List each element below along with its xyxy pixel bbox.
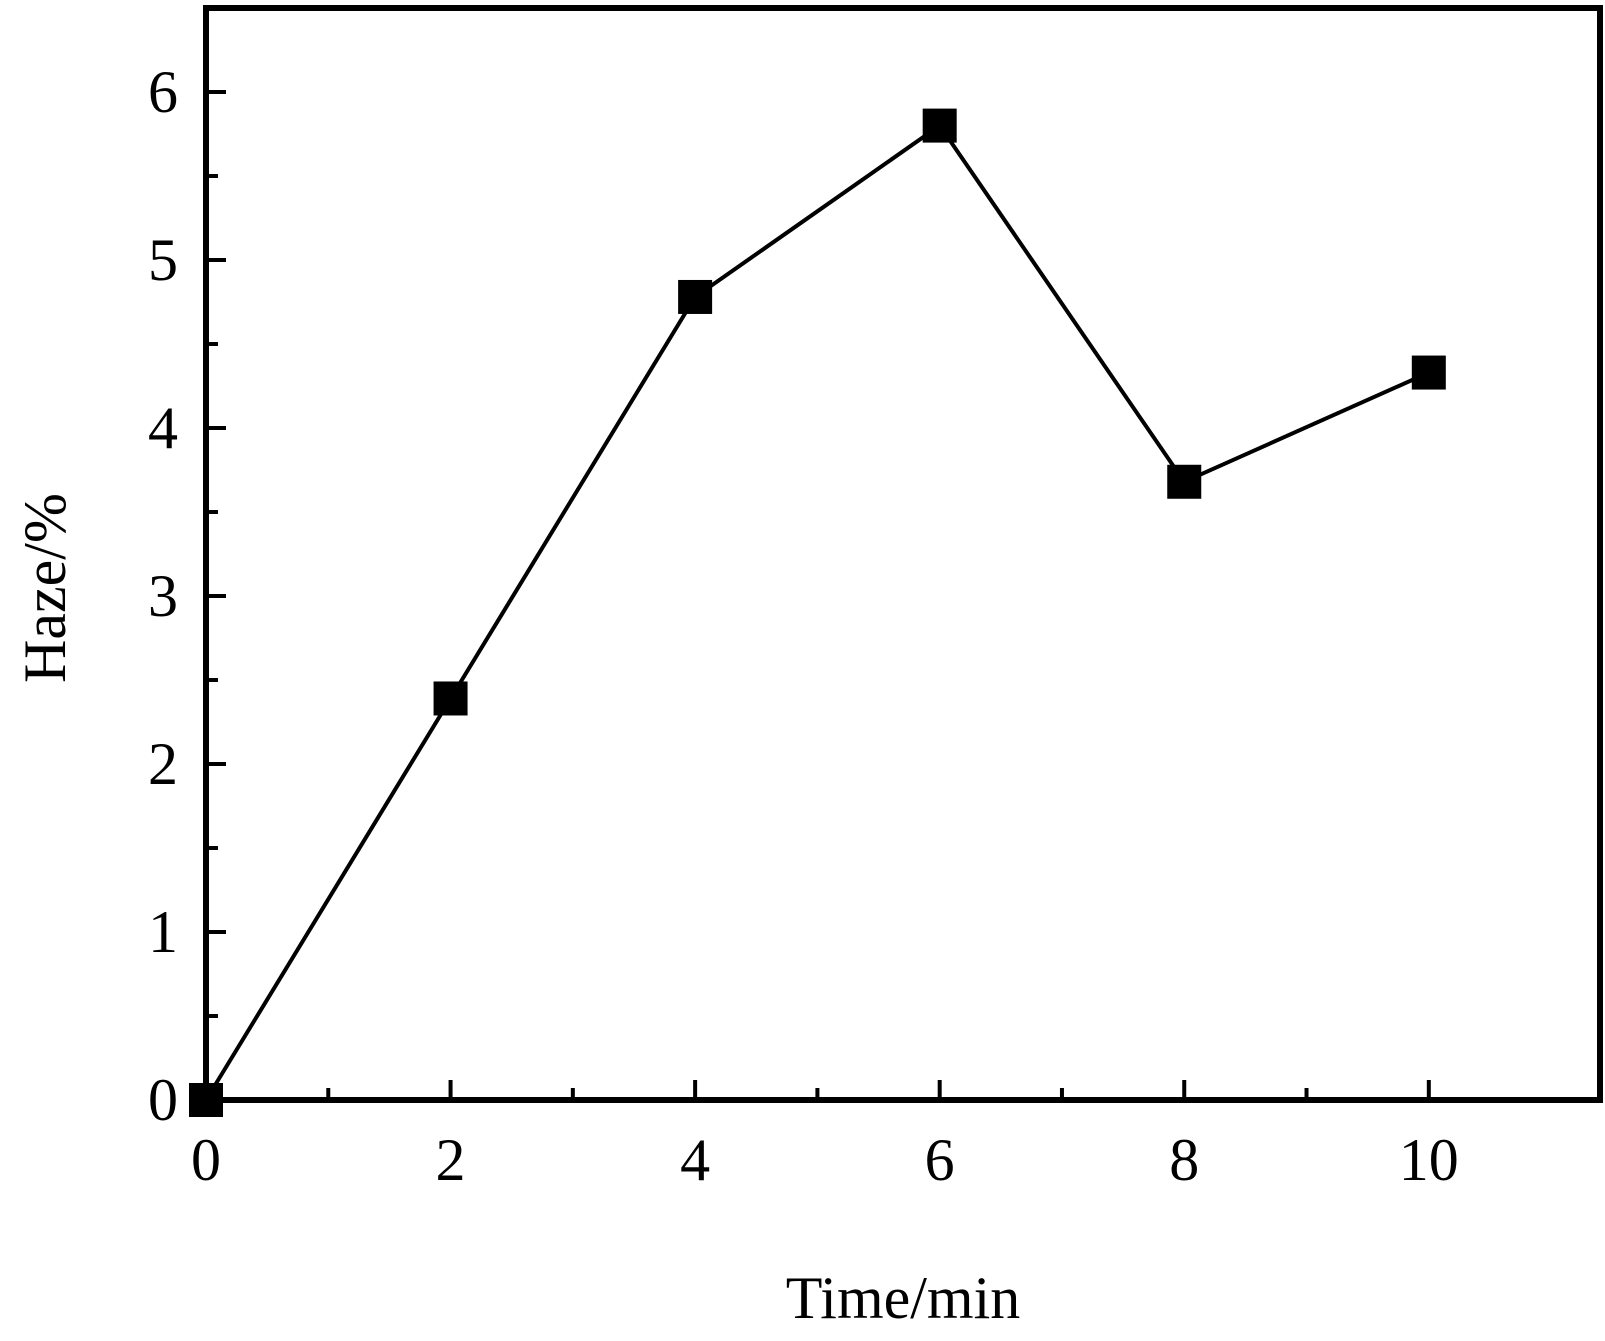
- x-tick-label: 0: [191, 1127, 221, 1193]
- x-tick-label: 2: [436, 1127, 466, 1193]
- data-point-marker: [678, 279, 713, 314]
- y-tick-label: 0: [148, 1067, 178, 1133]
- y-tick-label: 4: [148, 395, 178, 461]
- x-tick-label: 4: [680, 1127, 710, 1193]
- y-axis-title: Haze/%: [12, 493, 78, 683]
- y-tick-label: 6: [148, 59, 178, 125]
- data-point-marker: [189, 1083, 223, 1117]
- data-point-marker: [433, 681, 468, 716]
- data-point-marker: [922, 108, 957, 143]
- x-tick-label: 6: [925, 1127, 955, 1193]
- data-point-marker: [1411, 355, 1446, 390]
- data-point-marker: [1167, 464, 1202, 499]
- marker-layer: [189, 108, 1446, 1117]
- y-tick-label: 5: [148, 227, 178, 293]
- y-tick-label: 3: [148, 563, 178, 629]
- frame-layer: [203, 5, 1603, 1103]
- plot-frame: [203, 5, 1603, 1103]
- tick-layer: [204, 90, 1431, 1102]
- x-tick-label: 10: [1399, 1127, 1459, 1193]
- x-tick-label: 8: [1169, 1127, 1199, 1193]
- series-layer: [204, 122, 1430, 1102]
- label-layer: 0 2 4 6 8 10 0 1 2 3 4 5 6: [148, 59, 1459, 1193]
- series-line: [204, 122, 1430, 1102]
- y-tick-label: 2: [148, 731, 178, 797]
- y-tick-label: 1: [148, 899, 178, 965]
- x-axis-title: Time/min: [786, 1265, 1021, 1331]
